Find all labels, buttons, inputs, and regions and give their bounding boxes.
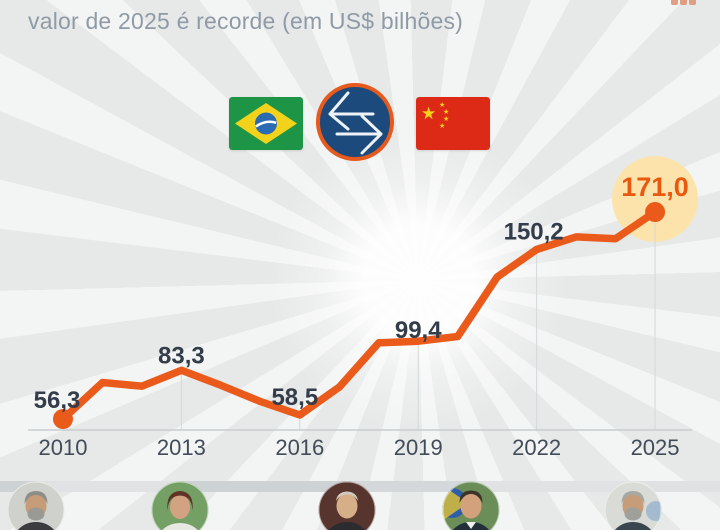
president-photo-lula-2025 [604,481,662,530]
svg-text:★: ★ [443,115,449,123]
timeline-segment [471,481,633,492]
value-label-2025: 171,0 [621,172,689,202]
logo-dot [680,0,687,5]
svg-text:★: ★ [421,104,436,123]
timeline-segment [347,481,471,492]
logo-dot [689,0,696,5]
value-label-2019: 99,4 [395,317,442,344]
value-label-2013: 83,3 [158,342,205,369]
president-photo-michel-temer [318,481,376,530]
timeline-segment [0,481,36,492]
presidents-timeline-bar [0,481,720,492]
flags-row: ★ ★ ★ ★ ★ [0,0,720,170]
value-label-2016: 58,5 [271,384,318,411]
year-label-2016: 2016 [275,435,324,460]
value-label-2010: 56,3 [34,387,81,414]
cropped-logo-fragment [671,0,696,5]
record-highlight-halo [612,156,699,243]
brazil-flag-icon [229,97,303,150]
data-point-2010 [53,409,73,429]
year-label-2013: 2013 [157,435,206,460]
year-label-2019: 2019 [394,435,443,460]
year-label-2010: 2010 [39,435,88,460]
president-photo-lula-2010 [7,481,65,530]
year-label-2025: 2025 [631,435,680,460]
data-point-2025 [645,202,666,223]
year-label-2022: 2022 [512,435,561,460]
svg-text:★: ★ [439,122,445,130]
swap-arrows-icon [316,83,394,161]
president-photo-jair-bolsonaro [442,481,500,530]
timeline-segment [36,481,180,492]
value-label-2022: 150,2 [504,219,564,246]
chart-title: valor de 2025 é recorde (em US$ bilhões) [28,8,464,34]
logo-dot [671,0,678,5]
china-flag-icon: ★ ★ ★ ★ ★ [416,97,490,150]
svg-text:★: ★ [439,101,445,109]
timeline-segment [180,481,347,492]
timeline-segment [633,481,720,492]
svg-text:★: ★ [443,108,449,116]
president-photo-dilma-rousseff [151,481,209,530]
trade-value-line [59,208,659,423]
